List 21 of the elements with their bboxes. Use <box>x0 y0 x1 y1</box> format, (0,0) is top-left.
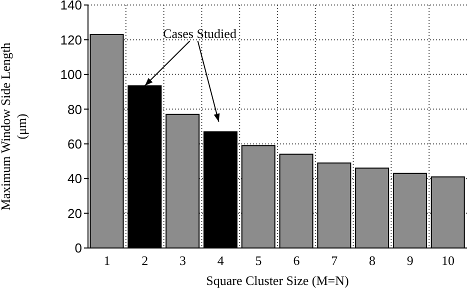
x-tick-label: 1 <box>104 253 110 268</box>
x-tick-label: 7 <box>331 253 338 268</box>
x-tick-label: 9 <box>406 253 414 268</box>
y-tick-label: 100 <box>60 67 82 82</box>
annotation: Cases Studied <box>163 26 237 41</box>
x-tick-label: 6 <box>293 253 300 268</box>
x-axis-title: Square Cluster Size (M=N) <box>206 273 349 288</box>
x-tick-label: 5 <box>255 253 262 268</box>
y-tick-label: 60 <box>68 136 82 152</box>
y-axis-title: Maximum Window Side Length (μm) <box>0 42 29 210</box>
y-tick-label: 0 <box>74 240 82 256</box>
y-tick-label: 40 <box>68 171 82 186</box>
x-tick-label: 10 <box>442 253 455 268</box>
x-tick-label: 8 <box>369 253 376 268</box>
y-tick-label: 120 <box>60 32 82 48</box>
y-tick-label: 20 <box>68 206 82 221</box>
x-tick-label: 4 <box>217 253 224 268</box>
x-tick-label: 2 <box>142 253 148 268</box>
x-tick-label: 3 <box>180 253 186 268</box>
y-tick-label: 80 <box>68 102 82 117</box>
y-tick-label: 140 <box>60 0 82 13</box>
